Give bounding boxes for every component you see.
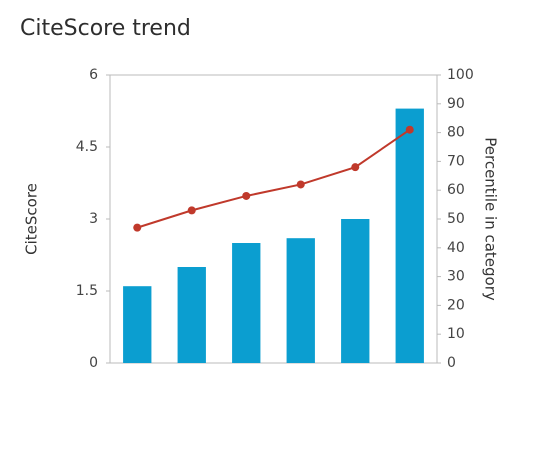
line-point: [133, 224, 141, 232]
line-point: [406, 126, 414, 134]
y-tick-label: 0: [89, 355, 98, 371]
bar: [341, 219, 369, 363]
bar: [123, 286, 151, 363]
y2-tick-label: 10: [447, 326, 465, 342]
y2-tick-label: 50: [447, 211, 465, 227]
y-tick-label: 4.5: [76, 139, 98, 155]
y2-axis-label: Percentile in category: [482, 137, 500, 301]
bar: [287, 238, 315, 363]
y2-tick-label: 40: [447, 240, 465, 256]
chart: CiteScore trend CiteScore Percentile in …: [0, 0, 558, 470]
y-tick-label: 3: [89, 211, 98, 227]
chart-title: CiteScore trend: [20, 16, 191, 41]
y2-tick-label: 90: [447, 96, 465, 112]
y2-tick-label: 60: [447, 182, 465, 198]
line-point: [351, 163, 359, 171]
y-tick-label: 1.5: [76, 283, 98, 299]
line: [137, 130, 410, 228]
line-point: [242, 192, 250, 200]
plot-frame: [110, 75, 437, 363]
y2-tick-label: 0: [447, 355, 456, 371]
y2-tick-label: 30: [447, 269, 465, 285]
y-axis-label: CiteScore: [23, 183, 41, 255]
y2-tick-label: 70: [447, 153, 465, 169]
line-point: [188, 206, 196, 214]
bar: [232, 243, 260, 363]
y2-tick-label: 100: [447, 67, 474, 83]
y2-tick-label: 80: [447, 125, 465, 141]
bar: [178, 267, 206, 363]
y2-tick-label: 20: [447, 297, 465, 313]
bar: [396, 109, 424, 363]
line-point: [297, 180, 305, 188]
y-tick-label: 6: [89, 67, 98, 83]
